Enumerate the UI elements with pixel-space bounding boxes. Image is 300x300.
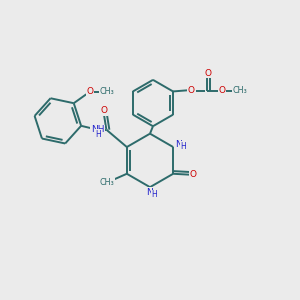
Text: O: O	[188, 86, 195, 95]
Text: O: O	[219, 86, 226, 95]
Text: O: O	[190, 170, 197, 179]
Text: O: O	[205, 69, 212, 78]
Text: CH₃: CH₃	[233, 86, 248, 95]
Text: N: N	[146, 188, 152, 197]
Text: O: O	[101, 106, 108, 116]
Text: CH₃: CH₃	[99, 178, 114, 187]
Text: CH₃: CH₃	[100, 87, 115, 96]
Text: N: N	[175, 140, 182, 148]
Text: O: O	[86, 87, 93, 96]
Text: H: H	[180, 142, 186, 151]
Text: H: H	[95, 130, 100, 139]
Text: NH: NH	[91, 125, 104, 134]
Text: H: H	[151, 190, 157, 200]
